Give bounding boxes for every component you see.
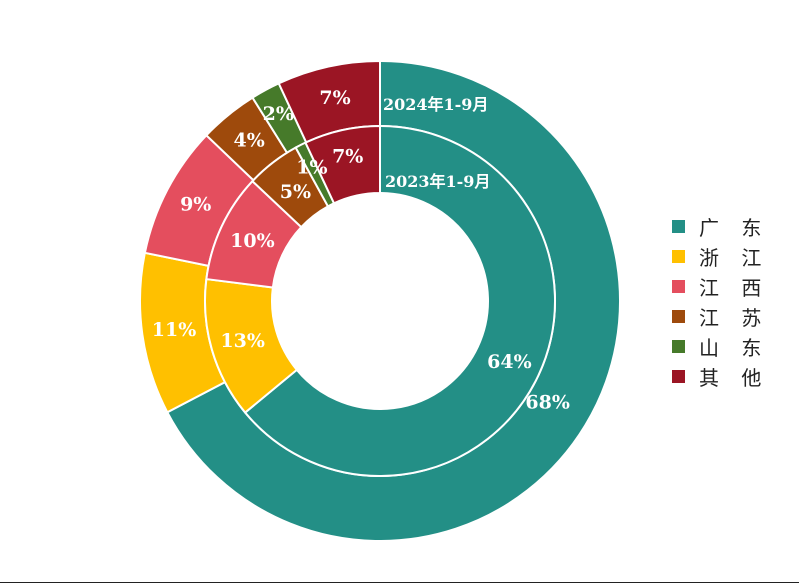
legend-item-zhejiang: 浙 江 (672, 241, 769, 271)
legend-swatch (672, 249, 685, 263)
legend-label: 江 苏 (699, 305, 770, 330)
inner-slice-0 (243, 124, 556, 477)
legend: 广 东 浙 江 江 西 江 苏 山 东 其 他 (672, 211, 769, 391)
outer-slice-label-4: 2% (263, 103, 294, 125)
outer-slice-label-0: 68% (525, 391, 570, 413)
inner-slice-label-2: 10% (230, 230, 275, 252)
legend-label: 广 东 (699, 215, 770, 240)
legend-swatch (672, 369, 685, 383)
outer-slice-label-1: 11% (152, 319, 197, 341)
series-label-2023: 2023年1-9月 (385, 172, 490, 191)
bottom-rule (0, 582, 799, 583)
legend-swatch (672, 219, 685, 233)
legend-swatch (672, 279, 685, 293)
inner-slice-label-5: 7% (332, 146, 363, 168)
legend-item-jiangxi: 江 西 (672, 271, 769, 301)
inner-slice-5 (304, 124, 381, 205)
inner-slice-label-4: 1% (296, 156, 327, 178)
legend-item-other: 其 他 (672, 361, 769, 391)
inner-slice-label-1: 13% (220, 330, 265, 352)
outer-slice-label-2: 9% (180, 194, 211, 216)
inner-slice-label-3: 5% (280, 181, 311, 203)
legend-item-jiangsu: 江 苏 (672, 301, 769, 331)
legend-label: 山 东 (699, 335, 770, 360)
outer-slice-label-3: 4% (234, 130, 265, 152)
legend-label: 江 西 (699, 275, 770, 300)
legend-item-shandong: 山 东 (672, 331, 769, 361)
legend-swatch (672, 309, 685, 323)
inner-ring-2023 (204, 124, 556, 477)
series-label-2024: 2024年1-9月 (383, 95, 488, 114)
legend-item-guangdong: 广 东 (672, 211, 769, 241)
outer-slice-label-5: 7% (319, 87, 350, 109)
legend-swatch (672, 339, 685, 353)
outer-ring-2024 (139, 59, 621, 542)
legend-label: 其 他 (699, 365, 770, 390)
inner-slice-label-0: 64% (487, 351, 532, 373)
data-labels: 68%11%9%4%2%7%64%13%10%5%1% 7% (152, 87, 570, 414)
legend-label: 浙 江 (699, 245, 770, 270)
